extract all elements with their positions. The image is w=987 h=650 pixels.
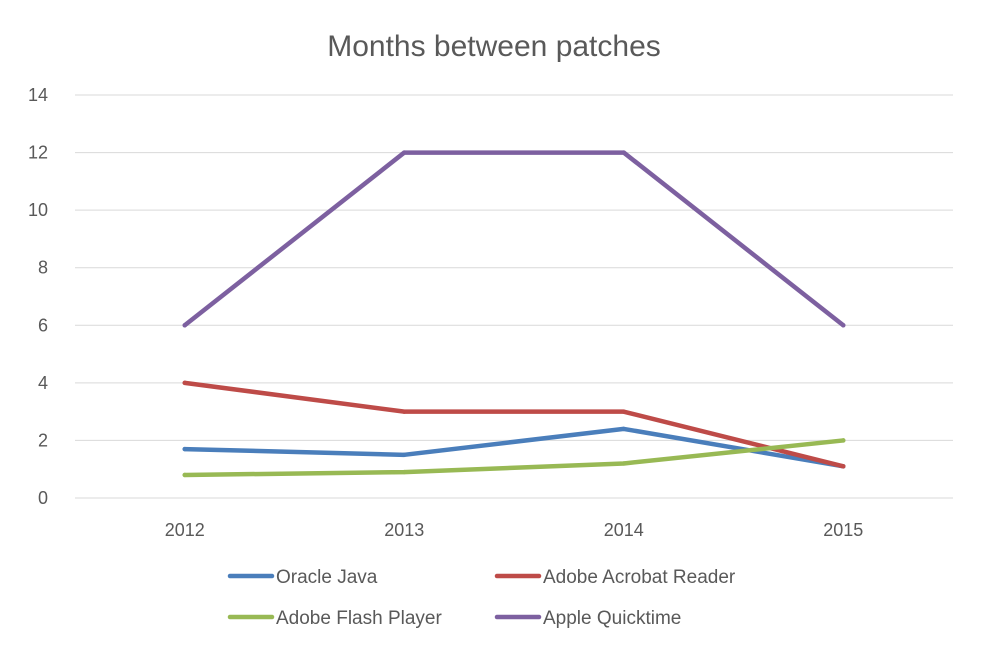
data-point — [841, 438, 846, 443]
series-line-adobe-acrobat-reader — [182, 380, 846, 469]
data-point — [621, 426, 626, 432]
legend-label: Adobe Acrobat Reader — [543, 567, 736, 588]
data-point — [182, 446, 187, 452]
legend-label: Apple Quicktime — [543, 608, 681, 629]
series-lines — [182, 150, 846, 478]
chart-title: Months between patches — [327, 30, 661, 63]
data-point — [402, 469, 407, 475]
data-point — [182, 472, 187, 478]
y-tick-label: 8 — [38, 258, 48, 278]
series-line-apple-quicktime — [182, 150, 846, 328]
legend-label: Adobe Flash Player — [276, 608, 442, 629]
data-point — [621, 409, 626, 414]
data-point — [621, 150, 626, 155]
x-tick-label: 2012 — [165, 520, 205, 540]
gridlines — [75, 94, 953, 499]
y-tick-label: 10 — [28, 200, 48, 220]
data-point — [841, 323, 846, 328]
y-tick-label: 0 — [38, 488, 48, 508]
data-point — [402, 409, 407, 414]
y-tick-label: 14 — [28, 85, 48, 105]
y-tick-label: 6 — [38, 315, 48, 335]
y-tick-label: 4 — [38, 373, 48, 393]
data-point — [841, 464, 846, 469]
x-tick-label: 2013 — [384, 520, 424, 540]
y-tick-label: 2 — [38, 430, 48, 450]
x-tick-label: 2015 — [823, 520, 863, 540]
data-point — [182, 380, 187, 386]
legend-label: Oracle Java — [276, 567, 378, 588]
y-axis-tick-labels: 0 2 4 6 8 10 12 14 — [28, 85, 48, 508]
x-tick-label: 2014 — [604, 520, 644, 540]
series-line-oracle-java — [182, 426, 846, 469]
data-point — [402, 150, 407, 155]
data-point — [402, 452, 407, 458]
x-axis-tick-labels: 2012 2013 2014 2015 — [165, 520, 864, 540]
data-point — [182, 323, 187, 328]
legend: Oracle Java Adobe Acrobat Reader Adobe Fla… — [227, 567, 736, 629]
y-tick-label: 12 — [28, 143, 48, 163]
series-line-adobe-flash-player — [182, 438, 846, 478]
data-point — [621, 461, 626, 466]
